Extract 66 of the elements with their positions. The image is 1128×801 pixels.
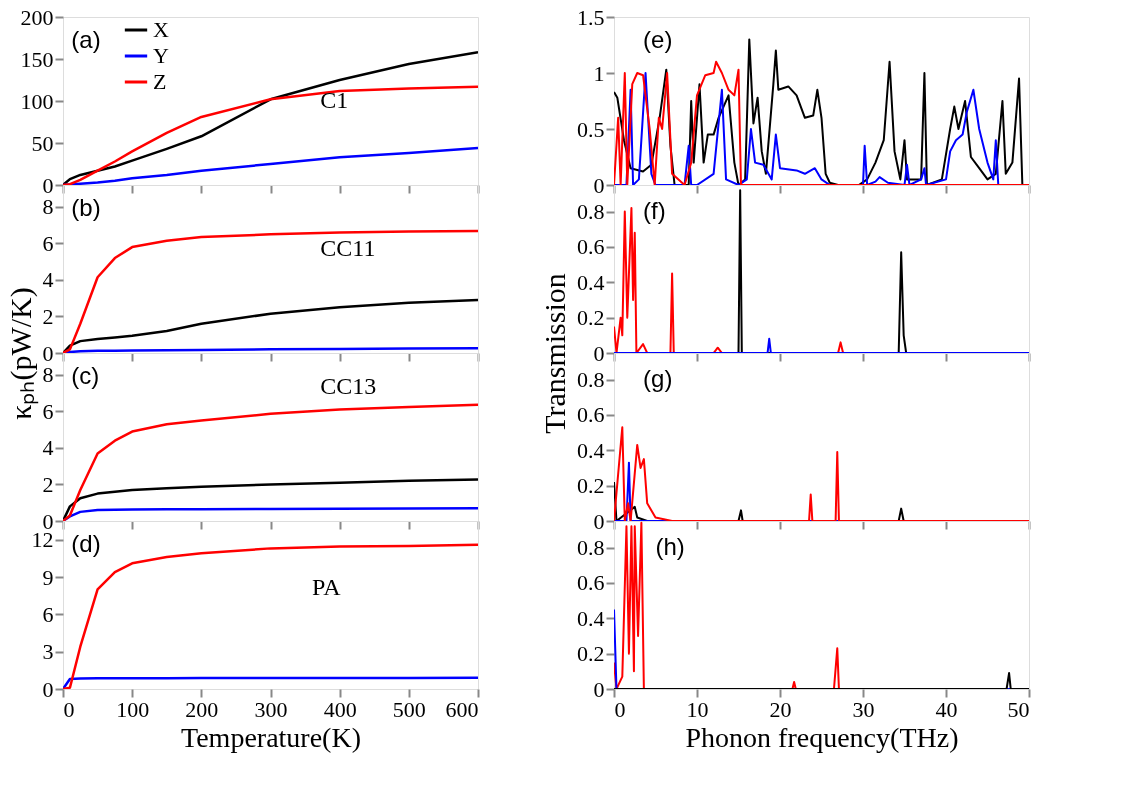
- annotation: CC11: [320, 234, 376, 261]
- y-tick-label: 9: [42, 564, 54, 590]
- y-tick-label: 0: [593, 676, 605, 702]
- legend-label: Y: [153, 43, 169, 68]
- y-axis-title: κₚₕ(pW/K): [3, 287, 39, 420]
- y-axis-title: Transmission: [538, 273, 571, 434]
- x-axis-title: Phonon frequency(THz): [685, 721, 959, 753]
- x-tick-label: 300: [254, 696, 288, 722]
- y-tick-label: 0.6: [577, 234, 605, 260]
- y-tick-label: 0.2: [577, 641, 605, 667]
- y-tick-label: 1.5: [577, 4, 605, 30]
- x-axis-title: Temperature(K): [181, 721, 361, 753]
- x-tick-label: 40: [935, 696, 958, 722]
- y-tick-label: 200: [20, 4, 54, 30]
- y-tick-label: 0.4: [577, 605, 605, 631]
- y-tick-label: 0.2: [577, 473, 605, 499]
- y-tick-label: 100: [20, 88, 54, 114]
- annotation: (h): [655, 532, 685, 560]
- y-tick-label: 0.4: [577, 269, 605, 295]
- y-tick-label: 6: [42, 230, 54, 256]
- y-tick-label: 0.5: [577, 116, 605, 142]
- y-tick-label: 0: [593, 508, 605, 534]
- annotation: (b): [71, 193, 101, 221]
- y-tick-label: 150: [20, 46, 54, 72]
- annotation: C1: [320, 87, 349, 113]
- x-tick-label: 600: [445, 696, 479, 722]
- annotation: (e): [643, 25, 673, 53]
- y-tick-label: 6: [42, 398, 54, 424]
- y-tick-label: 0.8: [577, 535, 605, 561]
- x-tick-label: 400: [323, 696, 357, 722]
- y-tick-label: 0: [42, 676, 54, 702]
- y-tick-label: 4: [42, 267, 54, 293]
- x-tick-label: 10: [686, 696, 709, 722]
- annotation: (a): [71, 25, 101, 53]
- x-tick-label: 20: [769, 696, 792, 722]
- x-tick-label: 0: [63, 696, 75, 722]
- x-tick-label: 50: [1007, 696, 1030, 722]
- y-tick-label: 2: [42, 303, 54, 329]
- annotation: (d): [71, 529, 101, 557]
- x-tick-label: 200: [185, 696, 219, 722]
- annotation: (f): [643, 196, 666, 224]
- y-tick-label: 4: [42, 435, 54, 461]
- y-tick-label: 0: [593, 172, 605, 198]
- y-tick-label: 0.8: [577, 367, 605, 393]
- x-tick-label: 0: [614, 696, 626, 722]
- y-tick-label: 0: [593, 340, 605, 366]
- annotation: (g): [643, 364, 673, 392]
- y-tick-label: 2: [42, 471, 54, 497]
- x-tick-label: 100: [116, 696, 150, 722]
- annotation: PA: [312, 574, 342, 601]
- y-tick-label: 50: [31, 130, 54, 156]
- y-tick-label: 1: [593, 60, 605, 86]
- y-tick-label: 0.2: [577, 305, 605, 331]
- legend-label: Z: [153, 69, 167, 94]
- y-tick-label: 0.4: [577, 437, 605, 463]
- y-tick-label: 0.6: [577, 570, 605, 596]
- annotation: CC13: [320, 372, 377, 399]
- y-tick-label: 6: [42, 601, 54, 627]
- legend-label: X: [153, 17, 169, 42]
- y-tick-label: 0.8: [577, 199, 605, 225]
- x-tick-label: 30: [852, 696, 875, 722]
- y-tick-label: 3: [42, 639, 54, 665]
- y-tick-label: 0: [42, 508, 54, 534]
- x-tick-label: 500: [392, 696, 426, 722]
- y-tick-label: 0.6: [577, 402, 605, 428]
- annotation: (c): [71, 361, 100, 389]
